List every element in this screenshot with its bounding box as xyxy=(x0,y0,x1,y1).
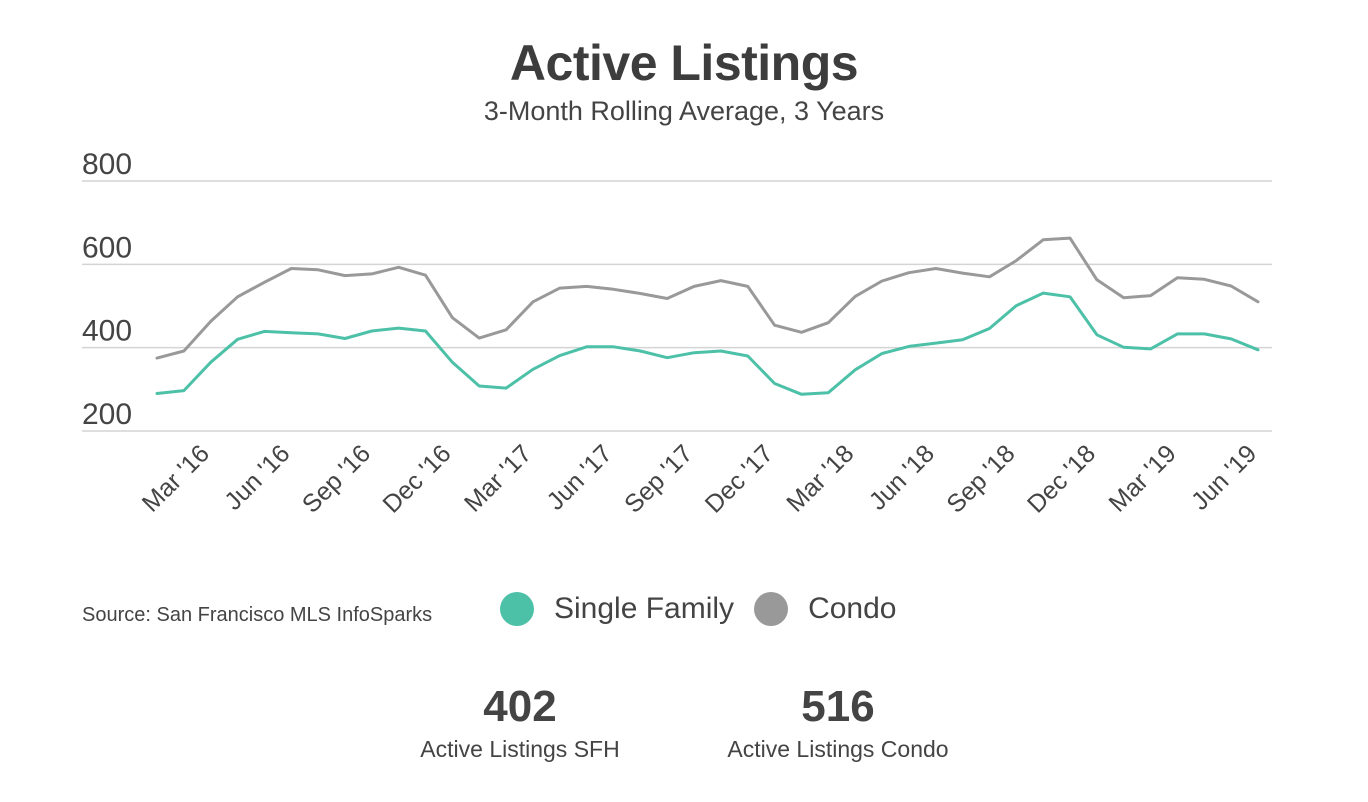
stat-condo-label: Active Listings Condo xyxy=(727,736,949,762)
x-tick-label: Mar '17 xyxy=(459,439,537,517)
chart-subtitle: 3-Month Rolling Average, 3 Years xyxy=(483,96,885,126)
x-tick-label: Sep '18 xyxy=(941,439,1020,518)
series-line-condo xyxy=(155,236,1260,360)
y-tick-label-800: 800 xyxy=(82,148,132,181)
x-tick-label: Mar '16 xyxy=(137,439,215,517)
chart-legend: Single Family Condo xyxy=(500,592,916,626)
stat-sfh-label: Active Listings SFH xyxy=(420,736,620,762)
y-tick-label-400: 400 xyxy=(82,315,132,348)
chart-title: Active Listings xyxy=(509,35,859,91)
stat-sfh-value: 402 xyxy=(483,682,557,731)
legend-item-single-family: Single Family xyxy=(500,592,734,626)
x-tick-label: Jun '19 xyxy=(1186,439,1262,515)
stat-condo: 516 Active Listings Condo xyxy=(688,682,988,763)
source-note: Source: San Francisco MLS InfoSparks xyxy=(82,604,433,626)
x-tick-label: Dec '16 xyxy=(377,439,456,518)
x-tick-label: Jun '16 xyxy=(219,439,295,515)
legend-swatch-single-family xyxy=(500,592,534,626)
x-tick-label: Dec '18 xyxy=(1022,439,1101,518)
x-tick-label: Sep '16 xyxy=(297,439,376,518)
y-tick-label-200: 200 xyxy=(82,398,132,431)
x-tick-label: Sep '17 xyxy=(619,439,698,518)
x-tick-label: Dec '17 xyxy=(700,439,779,518)
legend-swatch-condo xyxy=(754,592,789,626)
legend-label-condo: Condo xyxy=(808,592,897,625)
x-tick-label: Mar '18 xyxy=(781,439,859,517)
x-tick-label: Jun '18 xyxy=(864,439,940,515)
legend-label-single-family: Single Family xyxy=(554,592,735,625)
x-tick-label: Jun '17 xyxy=(541,439,617,515)
x-tick-label: Mar '19 xyxy=(1103,439,1181,517)
series-line-single-family xyxy=(155,291,1260,396)
line-chart: 200 400 600 800 Mar '16 Jun '16 Sep '16 Dec '16… xyxy=(82,148,1272,519)
y-tick-label-600: 600 xyxy=(82,231,132,264)
legend-item-condo: Condo xyxy=(754,592,896,626)
stat-sfh: 402 Active Listings SFH xyxy=(370,682,670,763)
stat-condo-value: 516 xyxy=(801,682,875,731)
